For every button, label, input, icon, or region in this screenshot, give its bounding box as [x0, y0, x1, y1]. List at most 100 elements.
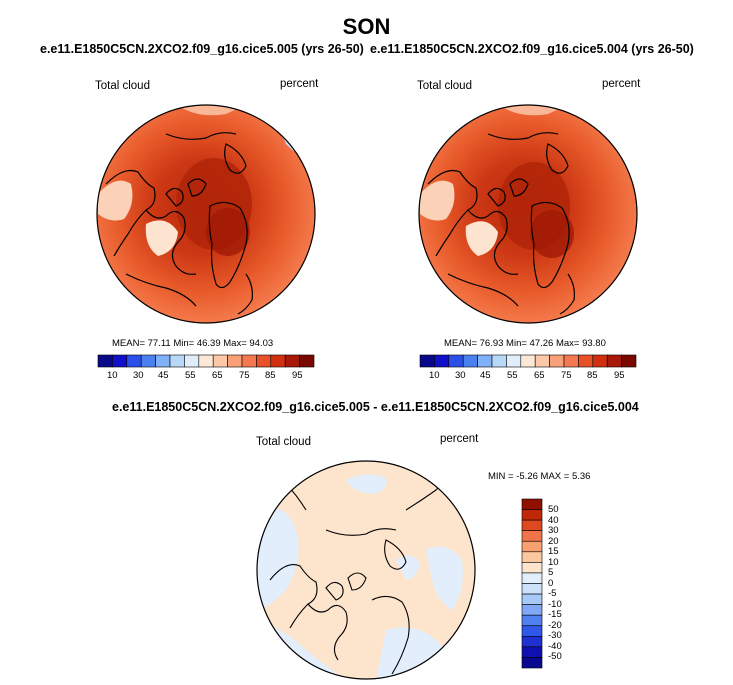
panel-a-colorbar-swatch: [241, 354, 257, 368]
diff-tick: 50: [548, 504, 559, 515]
panel-a-boundary: [96, 104, 316, 324]
panel-a-colorbar-swatch: [256, 354, 272, 368]
panel-a-map: [96, 104, 316, 324]
panel-a-colorbar-swatch: [169, 354, 185, 368]
panel-b-tick: 75: [561, 370, 572, 381]
panel-a-low-west: [98, 180, 133, 221]
panel-b-colorbar-swatch: [419, 354, 435, 368]
diff-tick: 0: [548, 578, 554, 589]
diff-colorbar: [521, 498, 543, 669]
diff-colorbar-swatch: [521, 636, 543, 648]
diff-colorbar-swatch: [521, 614, 543, 627]
diff-tick: 40: [548, 515, 559, 526]
panel-b-boundary: [418, 104, 638, 324]
panel-b-colorbar-swatch: [563, 354, 579, 368]
diff-tick: -20: [548, 620, 562, 631]
diff-colorbar-swatch: [521, 646, 543, 658]
diff-colorbar-swatch: [521, 551, 543, 563]
diff-map: [256, 460, 476, 680]
panel-b-colorbar-swatch: [520, 354, 536, 368]
panel-a-colorbar: [97, 354, 315, 368]
diff-units-label: percent: [440, 433, 479, 445]
case-a-title: e.e11.E1850C5CN.2XCO2.f09_g16.cice5.005 …: [40, 42, 364, 56]
panel-a-stats: MEAN= 77.11 Min= 46.39 Max= 94.03: [112, 338, 274, 349]
panel-b-greenland-high: [530, 210, 574, 258]
panel-a-tick: 10: [107, 370, 118, 381]
panel-a-colorbar-swatch: [112, 354, 128, 368]
diff-colorbar-swatch: [521, 562, 543, 574]
season-title: SON: [342, 14, 391, 39]
panel-b-colorbar-swatch: [434, 354, 450, 368]
diff-tick: 30: [548, 525, 559, 536]
panel-b-tick: 85: [587, 370, 598, 381]
diff-tick: 5: [548, 567, 554, 578]
panel-b-colorbar-swatch: [578, 354, 594, 368]
diff-tick: 20: [548, 536, 559, 547]
panel-a-colorbar-swatch: [126, 354, 142, 368]
diff-blue-center: [396, 555, 420, 580]
panel-b-tick: 30: [455, 370, 466, 381]
diff-tick: -15: [548, 609, 562, 620]
panel-b-colorbar-swatch: [606, 354, 622, 368]
panel-b-tick: 55: [507, 370, 518, 381]
diff-stats: MIN = -5.26 MAX = 5.36: [488, 471, 591, 482]
diff-tick: -50: [548, 651, 562, 662]
diff-blue-south: [376, 627, 475, 679]
panel-b-colorbar-swatch: [477, 354, 493, 368]
panel-b-stats: MEAN= 76.93 Min= 47.26 Max= 93.80: [444, 338, 606, 349]
panel-b-coastlines: [427, 132, 575, 315]
panel-a-greenland-high: [206, 208, 250, 256]
panel-a-tick: 85: [265, 370, 276, 381]
panel-a-colorbar-swatch: [227, 354, 243, 368]
diff-colorbar-swatch: [521, 530, 543, 542]
panel-a-tick: 95: [292, 370, 303, 381]
diff-colorbar-swatch: [521, 509, 543, 521]
panel-a-colorbar-swatch: [97, 354, 113, 368]
panel-a-colorbar-swatch: [299, 354, 315, 368]
panel-a-tick: 65: [212, 370, 223, 381]
panel-a-variable-label: Total cloud: [95, 80, 150, 92]
panel-b-colorbar-swatch: [506, 354, 522, 368]
diff-tick: 10: [548, 557, 559, 568]
panel-b-units-label: percent: [602, 78, 641, 90]
panel-a-coastlines: [105, 132, 253, 315]
diff-tick: -10: [548, 599, 562, 610]
panel-a-units-label: percent: [280, 78, 319, 90]
panel-b-low-canada: [465, 221, 498, 256]
panel-a-colorbar-swatch: [284, 354, 300, 368]
panel-b-tick: 65: [534, 370, 545, 381]
diff-colorbar-swatch: [521, 519, 543, 531]
panel-a-colorbar-swatch: [140, 354, 156, 368]
diff-blue-north: [346, 474, 387, 494]
diff-tick: -30: [548, 630, 562, 641]
panel-a-colorbar-swatch: [270, 354, 286, 368]
diff-colorbar-swatch: [521, 593, 543, 605]
panel-b-map: [418, 104, 638, 324]
difference-title: e.e11.E1850C5CN.2XCO2.f09_g16.cice5.005 …: [112, 400, 639, 414]
panel-a-tick: 45: [158, 370, 169, 381]
panel-a-colorbar-swatch: [155, 354, 171, 368]
diff-variable-label: Total cloud: [256, 436, 311, 448]
case-b-title: e.e11.E1850C5CN.2XCO2.f09_g16.cice5.004 …: [370, 42, 694, 56]
diff-boundary: [256, 460, 476, 680]
panel-a-colorbar-swatch: [212, 354, 228, 368]
panel-b-variable-label: Total cloud: [417, 80, 472, 92]
diff-tick: 15: [548, 546, 559, 557]
panel-b-tick: 10: [429, 370, 440, 381]
diff-tick: -5: [548, 588, 557, 599]
panel-b-colorbar: [419, 354, 637, 368]
diff-colorbar-swatch: [521, 583, 543, 595]
panel-b-colorbar-swatch: [549, 354, 565, 368]
panel-b-colorbar-swatch: [592, 354, 608, 368]
diff-tick: -40: [548, 641, 562, 652]
diff-colorbar-swatch: [521, 540, 543, 553]
panel-b-colorbar-swatch: [621, 354, 637, 368]
diff-blue-east: [426, 546, 463, 610]
panel-a-colorbar-swatch: [198, 354, 214, 368]
panel-b-colorbar-swatch: [448, 354, 464, 368]
diff-colorbar-swatch: [521, 625, 543, 637]
panel-a-colorbar-swatch: [184, 354, 200, 368]
panel-b-colorbar-swatch: [491, 354, 507, 368]
diff-colorbar-swatch: [521, 604, 543, 616]
panel-b-colorbar-swatch: [534, 354, 550, 368]
